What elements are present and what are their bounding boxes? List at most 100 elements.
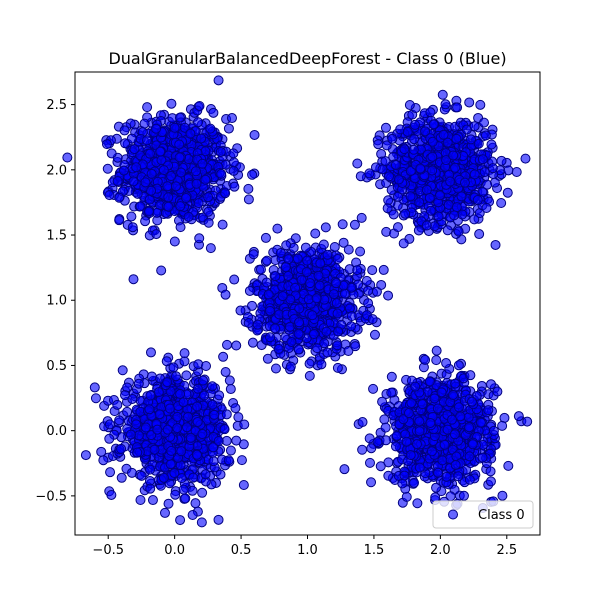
scatter-point [145,347,156,358]
scatter-point [313,270,324,281]
scatter-point [214,390,225,401]
scatter-point [116,443,127,454]
scatter-point [225,445,236,456]
scatter-point [203,217,214,228]
scatter-point [355,171,366,182]
scatter-point [386,371,397,382]
scatter-point [465,134,476,145]
scatter-point [213,75,224,86]
scatter-point [472,195,483,206]
scatter-point [162,181,173,192]
scatter-point [410,381,421,392]
x-tick-label: 1.0 [297,543,318,558]
scatter-point [200,174,211,185]
scatter-point [368,383,379,394]
scatter-point [459,177,470,188]
scatter-point [194,100,205,111]
scatter-point [201,361,212,372]
scatter-point [485,476,496,487]
scatter-point [302,255,313,266]
scatter-point [104,433,115,444]
scatter-point [352,265,363,276]
scatter-point [125,429,136,440]
scatter-point [208,456,219,467]
scatter-point [466,396,477,407]
scatter-point [176,473,187,484]
scatter-point [503,460,514,471]
scatter-point [412,498,423,509]
scatter-point [293,328,304,339]
scatter-point [318,239,329,250]
scatter-point [205,123,216,134]
scatter-point [379,414,390,425]
x-tick-label: 2.5 [496,543,517,558]
scatter-point [265,332,276,343]
scatter-point [451,202,462,213]
scatter-point [114,192,125,203]
scatter-point [224,375,235,386]
points-layer [62,75,533,528]
scatter-point [277,291,288,302]
scatter-point [474,229,485,240]
scatter-point [443,199,454,210]
legend-label-class-0: Class 0 [478,508,525,523]
scatter-point [174,139,185,150]
scatter-point [486,139,497,150]
scatter-point [485,466,496,477]
scatter-point [426,446,437,457]
scatter-point [228,165,239,176]
scatter-point [305,278,316,289]
scatter-point [145,483,156,494]
scatter-point [247,300,258,311]
scatter-point [219,424,230,435]
scatter-point [502,187,513,198]
scatter-point [220,289,231,300]
scatter-point [135,495,146,505]
scatter-point [228,148,239,159]
scatter-point [497,420,508,431]
scatter-point [181,422,192,433]
scatter-point [143,206,154,217]
scatter-point [322,249,333,260]
y-tick-label: 0.5 [46,359,67,374]
scatter-point [164,403,175,414]
scatter-point [436,387,447,398]
scatter-point [156,265,167,276]
scatter-point [104,190,115,201]
scatter-point [198,375,209,386]
scatter-point [174,112,185,123]
scatter-point [172,411,183,422]
legend-marker-class-0 [448,509,458,520]
scatter-point [119,125,130,136]
scatter-point [438,129,449,140]
y-tick-label: −0.5 [35,489,67,504]
scatter-point [235,305,246,316]
scatter-point [383,290,394,301]
y-tick-label: 0.0 [46,424,67,439]
scatter-point [332,362,343,373]
scatter-point [310,228,321,239]
scatter-point [391,430,402,441]
scatter-point [367,314,378,325]
scatter-point [405,191,416,202]
scatter-point [308,329,319,340]
scatter-point [402,126,413,137]
scatter-point [223,123,234,134]
y-tick-label: 2.0 [46,163,67,178]
scatter-point [356,212,367,223]
scatter-point [332,308,343,319]
scatter-point [192,416,203,427]
scatter-point [378,264,389,275]
scatter-point [316,359,327,370]
scatter-point [399,470,410,481]
scatter-point [165,459,176,470]
scatter-point [145,464,156,475]
scatter-point [369,329,380,340]
scatter-point [453,360,464,371]
scatter-point [469,169,480,180]
scatter-point [479,117,490,128]
scatter-point [409,119,420,130]
scatter-point [439,439,450,450]
scatter-point [114,215,125,226]
